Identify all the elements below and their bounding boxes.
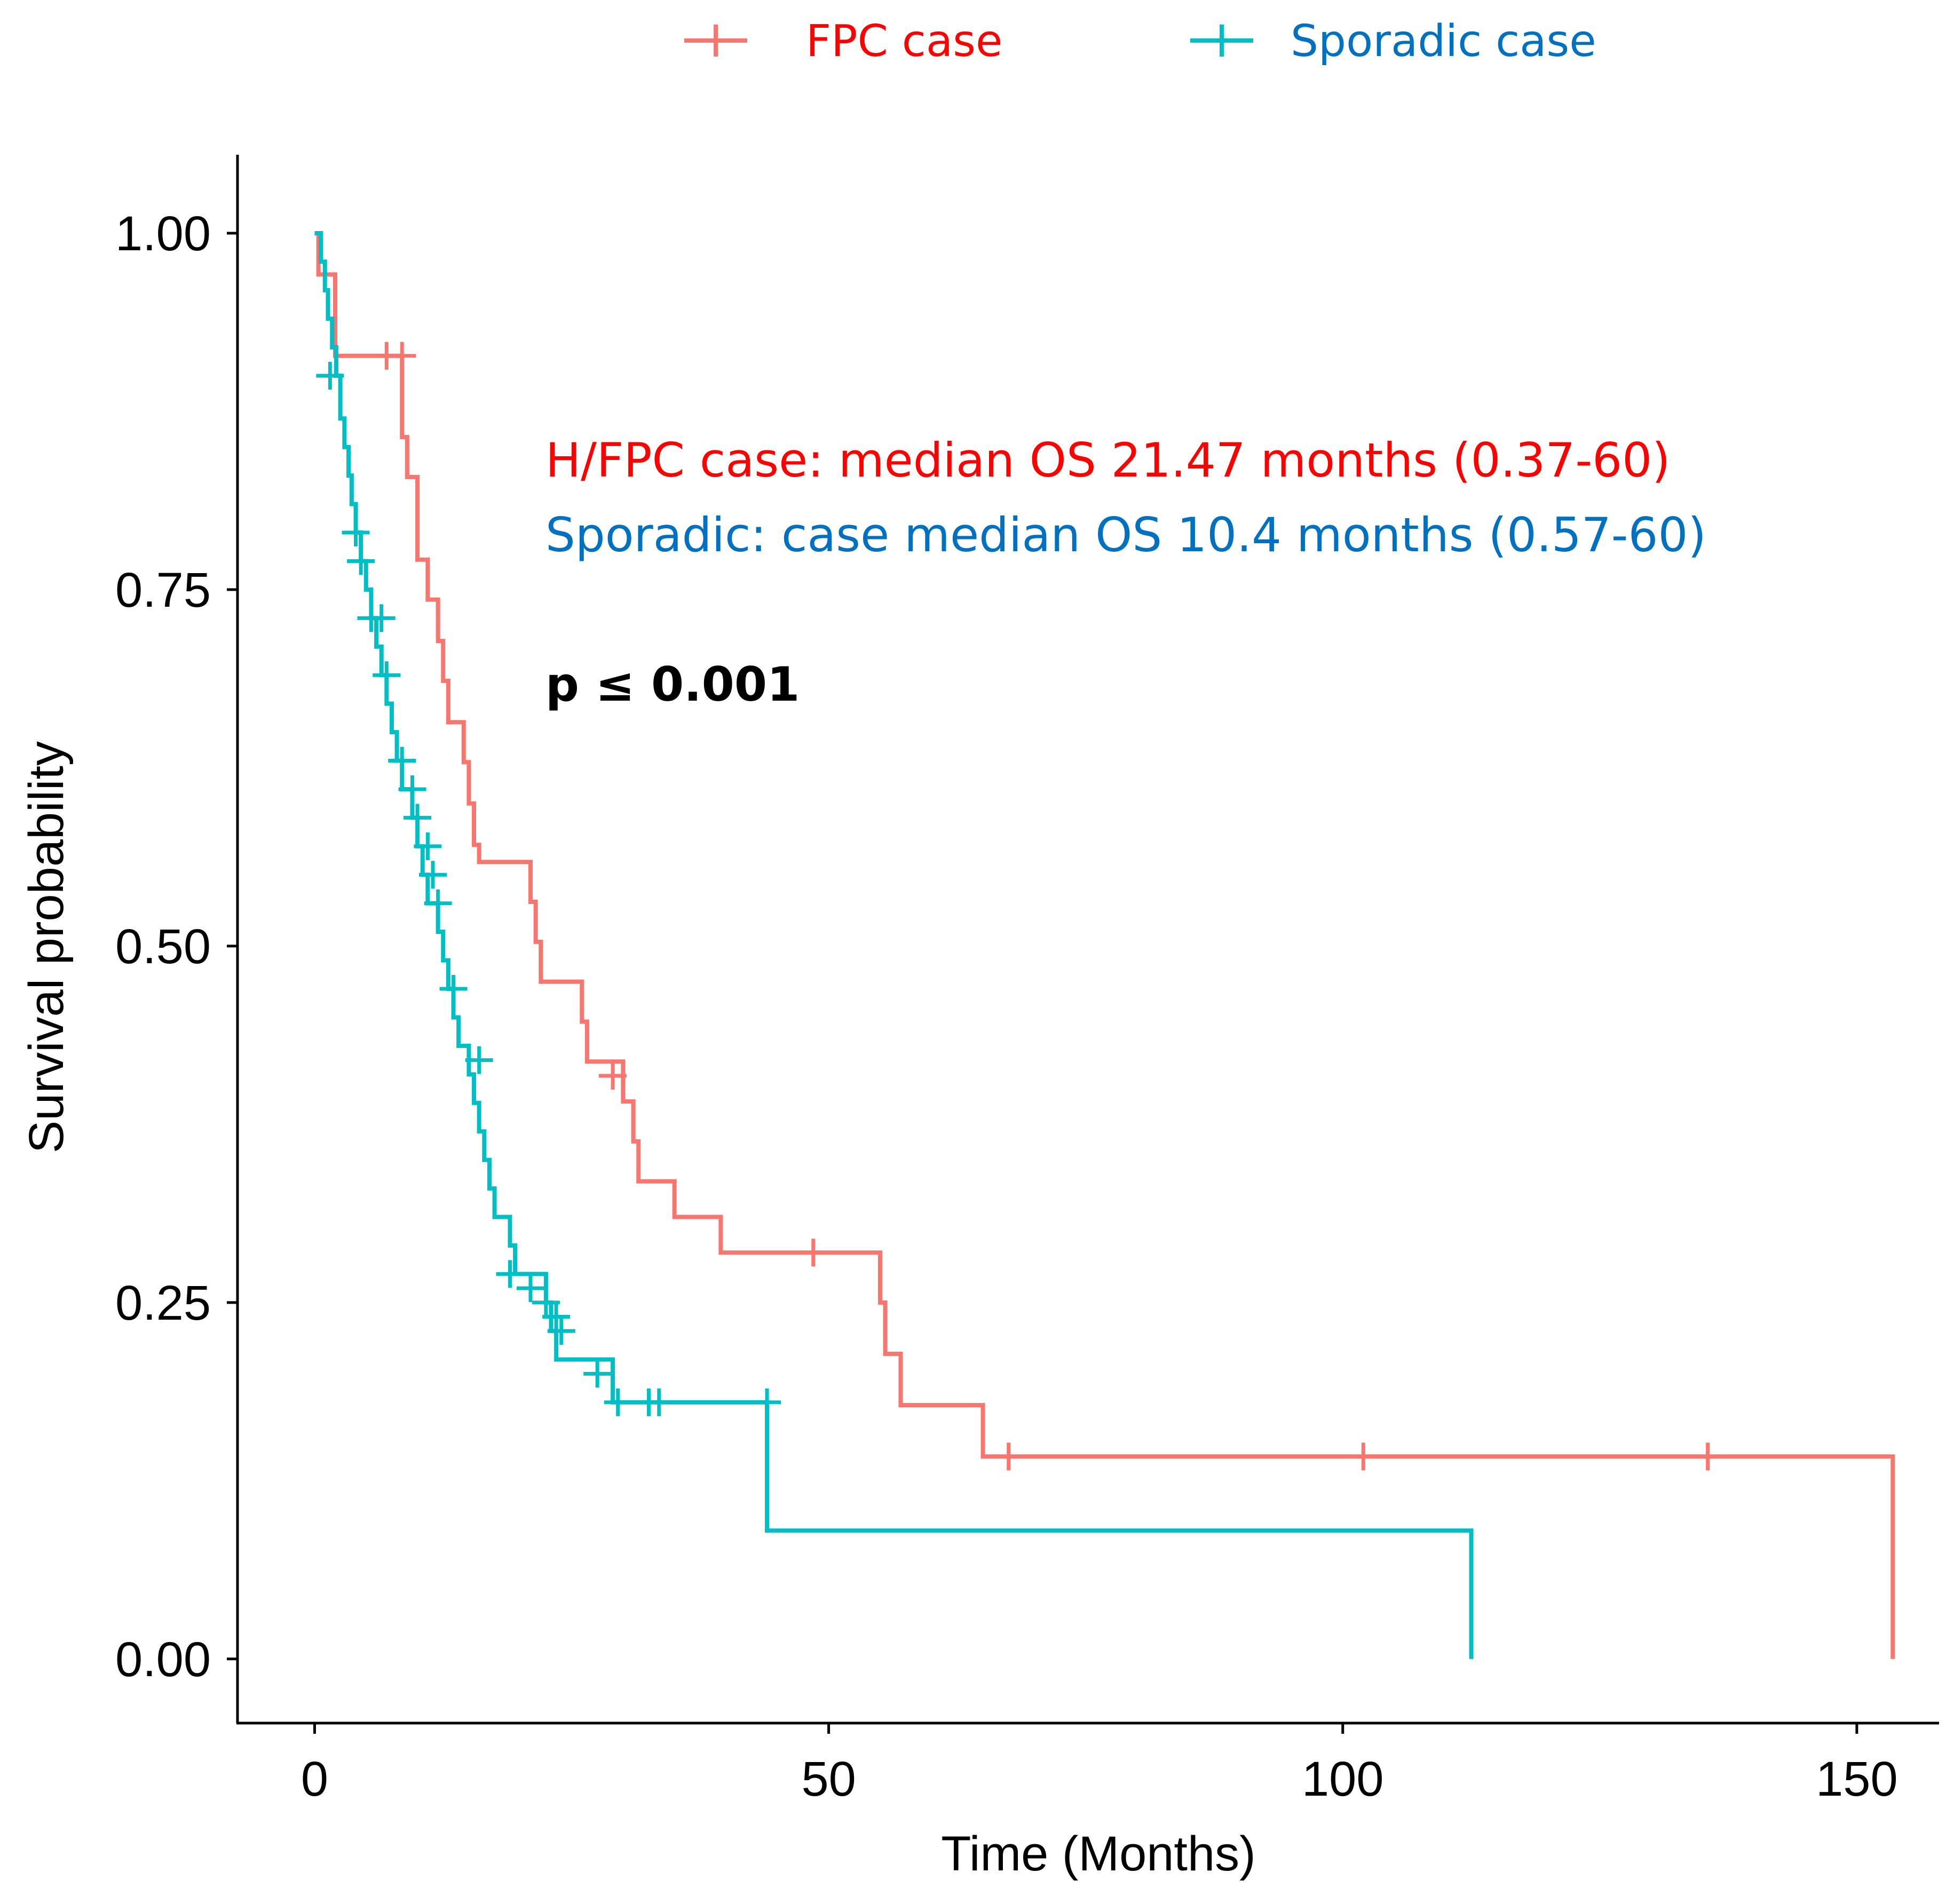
y-tick-label: 0.00: [115, 1632, 211, 1687]
annotation-sporadic-median: Sporadic: case median OS 10.4 months (0.…: [545, 507, 1706, 562]
y-tick-label: 1.00: [115, 207, 211, 261]
x-axis-title: Time (Months): [941, 1827, 1256, 1881]
y-axis-title: Survival probability: [19, 741, 74, 1153]
y-tick-label: 0.50: [115, 919, 211, 974]
x-tick-label: 150: [1816, 1752, 1898, 1806]
x-tick-label: 100: [1302, 1752, 1384, 1806]
legend-item-sporadic: Sporadic case: [1190, 16, 1596, 67]
y-tick-label: 0.75: [115, 563, 211, 617]
survival-curves: [314, 231, 1895, 1659]
legend-label-fpc: FPC case: [806, 16, 1002, 67]
x-ticks: 0 50 100 150: [301, 1723, 1898, 1806]
legend-label-sporadic: Sporadic case: [1291, 16, 1596, 67]
annotation-p-value: p ≤ 0.001: [545, 657, 800, 712]
y-tick-label: 0.25: [115, 1276, 211, 1330]
x-tick-label: 50: [801, 1752, 856, 1806]
legend-item-fpc: FPC case: [684, 16, 1002, 67]
x-tick-label: 0: [301, 1752, 328, 1806]
y-ticks: 0.00 0.25 0.50 0.75 1.00: [115, 207, 238, 1687]
annotation-fpc-median: H/FPC case: median OS 21.47 months (0.37…: [545, 433, 1670, 488]
legend: FPC case Sporadic case: [684, 16, 1596, 67]
